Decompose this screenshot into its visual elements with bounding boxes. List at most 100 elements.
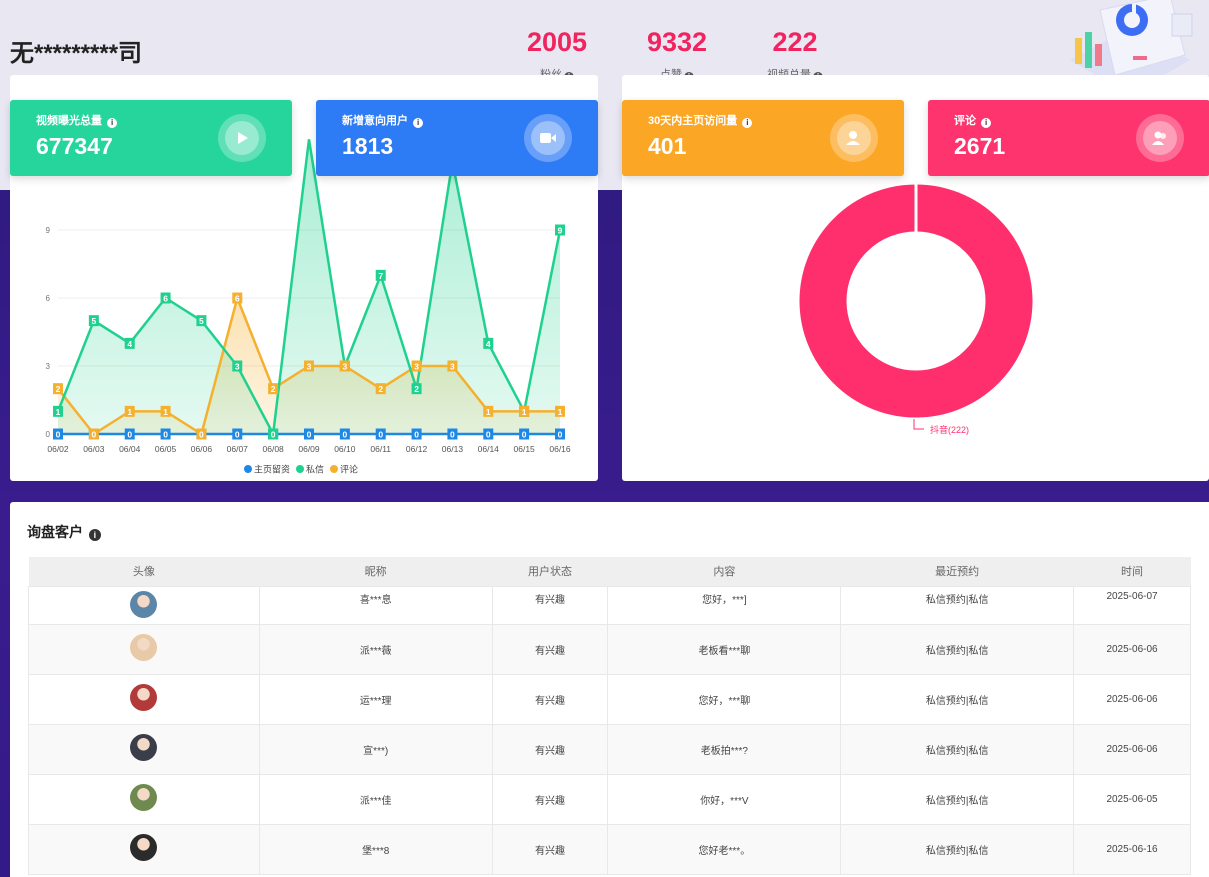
cell-nickname: 喜***息: [258, 585, 493, 625]
cell-status: 有兴趣: [491, 823, 609, 875]
data-label: 5: [91, 316, 96, 326]
data-label-box: [411, 383, 422, 395]
data-label-box: [411, 428, 422, 440]
col-header-time[interactable]: 时间: [1073, 557, 1191, 586]
data-label-box: [232, 360, 243, 372]
data-label-box: [88, 428, 99, 440]
x-tick-label: 06/13: [442, 444, 464, 454]
x-tick-label: 06/06: [191, 444, 213, 454]
data-label: 0: [163, 430, 168, 440]
info-icon[interactable]: i: [107, 118, 118, 128]
data-label: 0: [56, 430, 61, 440]
cell-content: 你好，***V: [607, 773, 842, 825]
cell-status: 有兴趣: [491, 585, 609, 625]
table-row[interactable]: 喜***息 有兴趣 您好，***] 私信预约|私信 2025-06-07: [28, 585, 1191, 625]
avatar[interactable]: [130, 590, 158, 618]
data-label-box: [160, 428, 171, 440]
table-row[interactable]: 运***理 有兴趣 您好，***聊 私信预约|私信 2025-06-06: [28, 673, 1191, 725]
cell-time: 2025-06-05: [1073, 773, 1191, 825]
card-comments-value: 2671: [954, 133, 1006, 159]
data-label-box: [555, 405, 565, 417]
card-comments-title: 评论: [954, 115, 976, 127]
data-label: 2: [414, 384, 419, 394]
card-new-leads-value: 1813: [342, 133, 394, 159]
series-area-私信: [58, 139, 560, 434]
card-new-leads[interactable]: 新增意向用户 i 1813: [316, 100, 598, 176]
info-icon[interactable]: i: [742, 118, 753, 128]
x-tick-label: 06/04: [119, 444, 141, 454]
data-label-box: [53, 405, 63, 417]
cell-time: 2025-06-07: [1073, 585, 1191, 625]
data-label-box: [232, 428, 243, 440]
y-tick-label: 0: [46, 430, 51, 439]
cell-content: 您好老***。: [607, 823, 842, 875]
avatar[interactable]: [130, 784, 158, 811]
stat-likes: 9332 点赞i: [617, 26, 737, 82]
x-tick-label: 06/07: [227, 444, 249, 454]
data-label: 0: [486, 430, 491, 440]
data-label: 0: [91, 430, 96, 440]
data-label-box: [519, 428, 530, 440]
trend-chart: 0 3 6 9 06/02 06/03 06/04 06/05 06/06 06/07 06/08 0…: [46, 139, 571, 475]
cell-time: 2025-06-16: [1073, 823, 1191, 875]
col-header-status[interactable]: 用户状态: [492, 557, 608, 586]
legend-marker: [244, 465, 252, 473]
cell-nickname: 运***理: [258, 673, 493, 725]
cell-content: 您好，***聊: [607, 673, 842, 725]
cell-avatar: [28, 585, 260, 625]
legend-label: 主页留资: [254, 464, 290, 475]
company-name: 无*********司: [10, 40, 143, 67]
data-label-box: [268, 383, 279, 395]
data-label-box: [124, 337, 135, 349]
data-label-box: [304, 360, 314, 372]
col-header-nickname[interactable]: 昵称: [259, 557, 493, 586]
legend-marker: [330, 465, 338, 473]
cell-status: 有兴趣: [491, 773, 609, 825]
x-tick-label: 06/10: [334, 444, 356, 454]
data-label-box: [232, 292, 243, 304]
data-label: 1: [486, 407, 491, 417]
card-exposure-title: 视频曝光总量: [36, 115, 102, 127]
stat-fans: 2005 粉丝i: [497, 26, 617, 82]
x-tick-label: 06/14: [478, 444, 500, 454]
x-tick-label: 06/05: [155, 444, 177, 454]
x-tick-label: 06/15: [514, 444, 536, 454]
data-label-box: [375, 269, 386, 281]
col-header-booking[interactable]: 最近预约: [840, 557, 1074, 586]
card-visits[interactable]: 30天内主页访问量 i 401: [622, 100, 904, 176]
avatar[interactable]: [130, 834, 158, 861]
data-label: 2: [56, 384, 61, 394]
data-label-box: [447, 360, 458, 372]
avatar[interactable]: [130, 684, 158, 711]
series-line-私信: [56, 139, 562, 439]
cell-booking: 私信预约|私信: [840, 623, 1075, 675]
slice-label-line: [913, 419, 924, 430]
avatar[interactable]: [130, 734, 158, 761]
data-label-box: [160, 292, 171, 304]
col-header-content[interactable]: 内容: [607, 557, 841, 586]
table-row[interactable]: 宣***) 有兴趣 老板拍***? 私信预约|私信 2025-06-06: [28, 723, 1191, 775]
cell-time: 2025-06-06: [1073, 723, 1191, 775]
x-tick-label: 06/02: [47, 444, 69, 454]
table-row[interactable]: 派***佳 有兴趣 你好，***V 私信预约|私信 2025-06-05: [28, 773, 1191, 825]
cell-nickname: 宣***): [258, 723, 493, 775]
y-tick-label: 3: [46, 362, 51, 371]
data-label: 0: [450, 430, 455, 440]
legend-label: 评论: [340, 464, 358, 475]
card-comments[interactable]: 评论 i 2671: [928, 100, 1209, 176]
data-label: 3: [450, 362, 455, 372]
data-label-box: [483, 405, 494, 417]
info-icon[interactable]: i: [88, 529, 101, 541]
card-exposure[interactable]: 视频曝光总量 i 677347: [10, 100, 292, 176]
table-row[interactable]: 派***薇 有兴趣 老板看***聊 私信预约|私信 2025-06-06: [28, 623, 1191, 675]
info-icon[interactable]: i: [413, 118, 424, 128]
info-icon[interactable]: i: [981, 118, 992, 128]
avatar[interactable]: [130, 634, 158, 661]
table-row[interactable]: 堡***8 有兴趣 您好老***。 私信预约|私信 2025-06-16: [28, 823, 1191, 875]
cell-booking: 私信预约|私信: [840, 585, 1075, 625]
col-header-avatar[interactable]: 头像: [28, 557, 260, 586]
data-label: 3: [307, 362, 312, 372]
data-label: 3: [414, 362, 419, 372]
legend-label: 私信: [306, 464, 324, 475]
cell-avatar: [28, 823, 260, 875]
